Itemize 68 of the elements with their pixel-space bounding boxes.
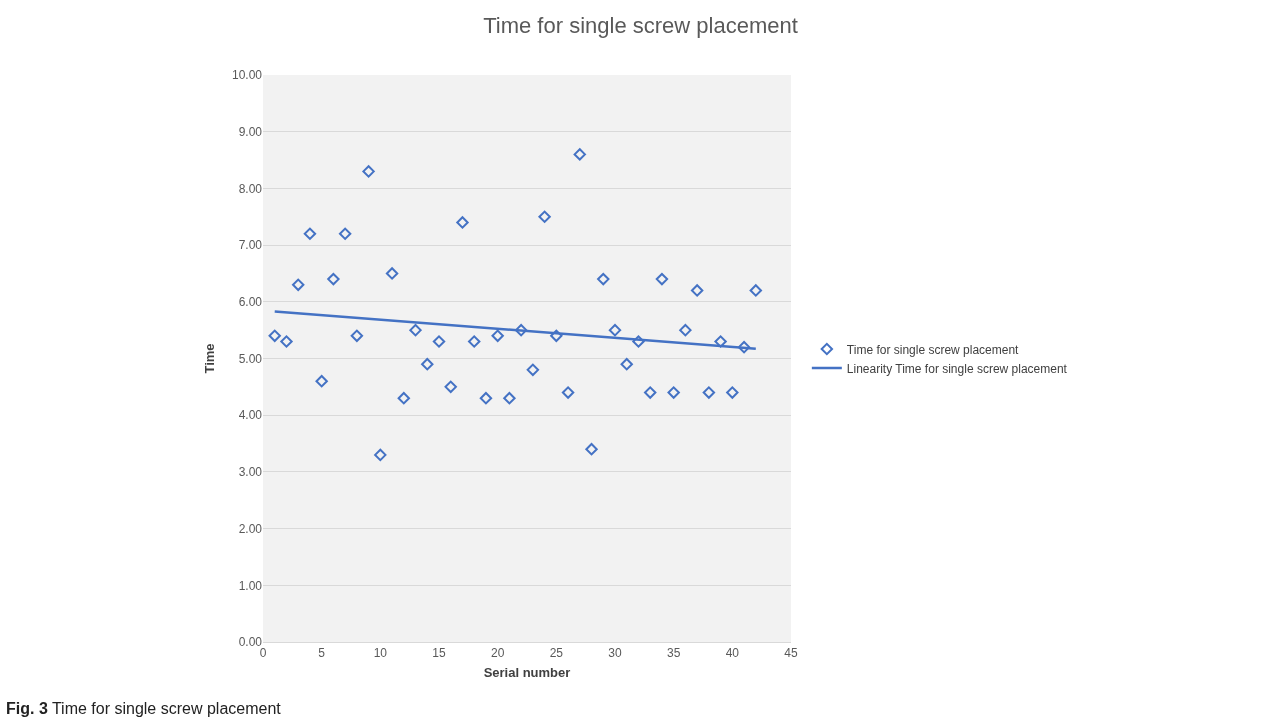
x-tick-label: 30: [608, 646, 622, 661]
point: [338, 227, 352, 240]
x-tick-label: 15: [432, 646, 446, 661]
y-tick-label: 5.00: [238, 351, 263, 366]
point: [268, 329, 281, 343]
point: [421, 357, 434, 371]
x-axis-title: Serial number: [483, 665, 571, 680]
point: [374, 448, 387, 462]
point: [561, 386, 575, 399]
x-tick-label: 40: [725, 646, 740, 661]
y-tick-label: 3.00: [238, 465, 263, 480]
point: [303, 227, 317, 240]
point: [444, 380, 457, 394]
point: [749, 284, 762, 297]
point: [280, 335, 293, 348]
x-tick-label: 0: [259, 646, 267, 661]
point: [585, 443, 598, 456]
legend-label: Linearity Time for single screw placement: [846, 361, 1068, 376]
y-tick-label: 4.00: [238, 408, 263, 423]
point: [667, 386, 680, 399]
chart-title: Time for single screw placement: [483, 13, 798, 39]
point: [468, 335, 481, 348]
point: [538, 210, 551, 223]
point: [503, 391, 516, 405]
caption: Fig. 3 Time for single screw placement: [6, 700, 282, 717]
point: [385, 267, 399, 280]
point: [432, 335, 446, 348]
x-tick-label: 45: [784, 646, 798, 661]
point: [573, 148, 586, 161]
point: [702, 386, 716, 399]
x-tick-label: 25: [549, 646, 564, 661]
point: [726, 386, 739, 399]
point: [644, 386, 657, 399]
point: [526, 363, 540, 377]
x-tick-label: 20: [490, 646, 505, 661]
point: [479, 391, 493, 405]
point: [620, 357, 633, 371]
point: [350, 329, 364, 343]
y-tick-label: 1.00: [238, 578, 263, 593]
x-tick-label: 35: [666, 646, 681, 661]
point: [397, 391, 410, 405]
point: [655, 272, 669, 286]
y-tick-label: 8.00: [238, 181, 263, 196]
point: [690, 284, 704, 297]
point: [550, 329, 563, 343]
point: [362, 165, 375, 178]
y-tick-label: 10.00: [231, 68, 263, 83]
point: [491, 329, 504, 343]
point: [597, 272, 610, 286]
point: [409, 323, 422, 337]
point: [315, 374, 328, 388]
y-tick-label: 6.00: [238, 295, 263, 309]
y-tick-label: 7.00: [238, 238, 263, 253]
x-tick-label: 5: [318, 646, 326, 661]
point: [679, 323, 692, 337]
point: [737, 340, 751, 354]
y-axis-title: Time: [201, 343, 217, 374]
point: [456, 216, 469, 229]
y-tick-label: 9.00: [238, 124, 263, 139]
point: [608, 323, 622, 337]
point: [292, 278, 305, 291]
point: [714, 335, 727, 348]
point: [632, 335, 645, 348]
x-tick-label: 10: [373, 646, 388, 661]
point: [514, 323, 528, 337]
point: [327, 272, 340, 286]
y-tick-label: 2.00: [238, 521, 263, 536]
legend-label: Time for single screw placement: [846, 342, 1020, 357]
